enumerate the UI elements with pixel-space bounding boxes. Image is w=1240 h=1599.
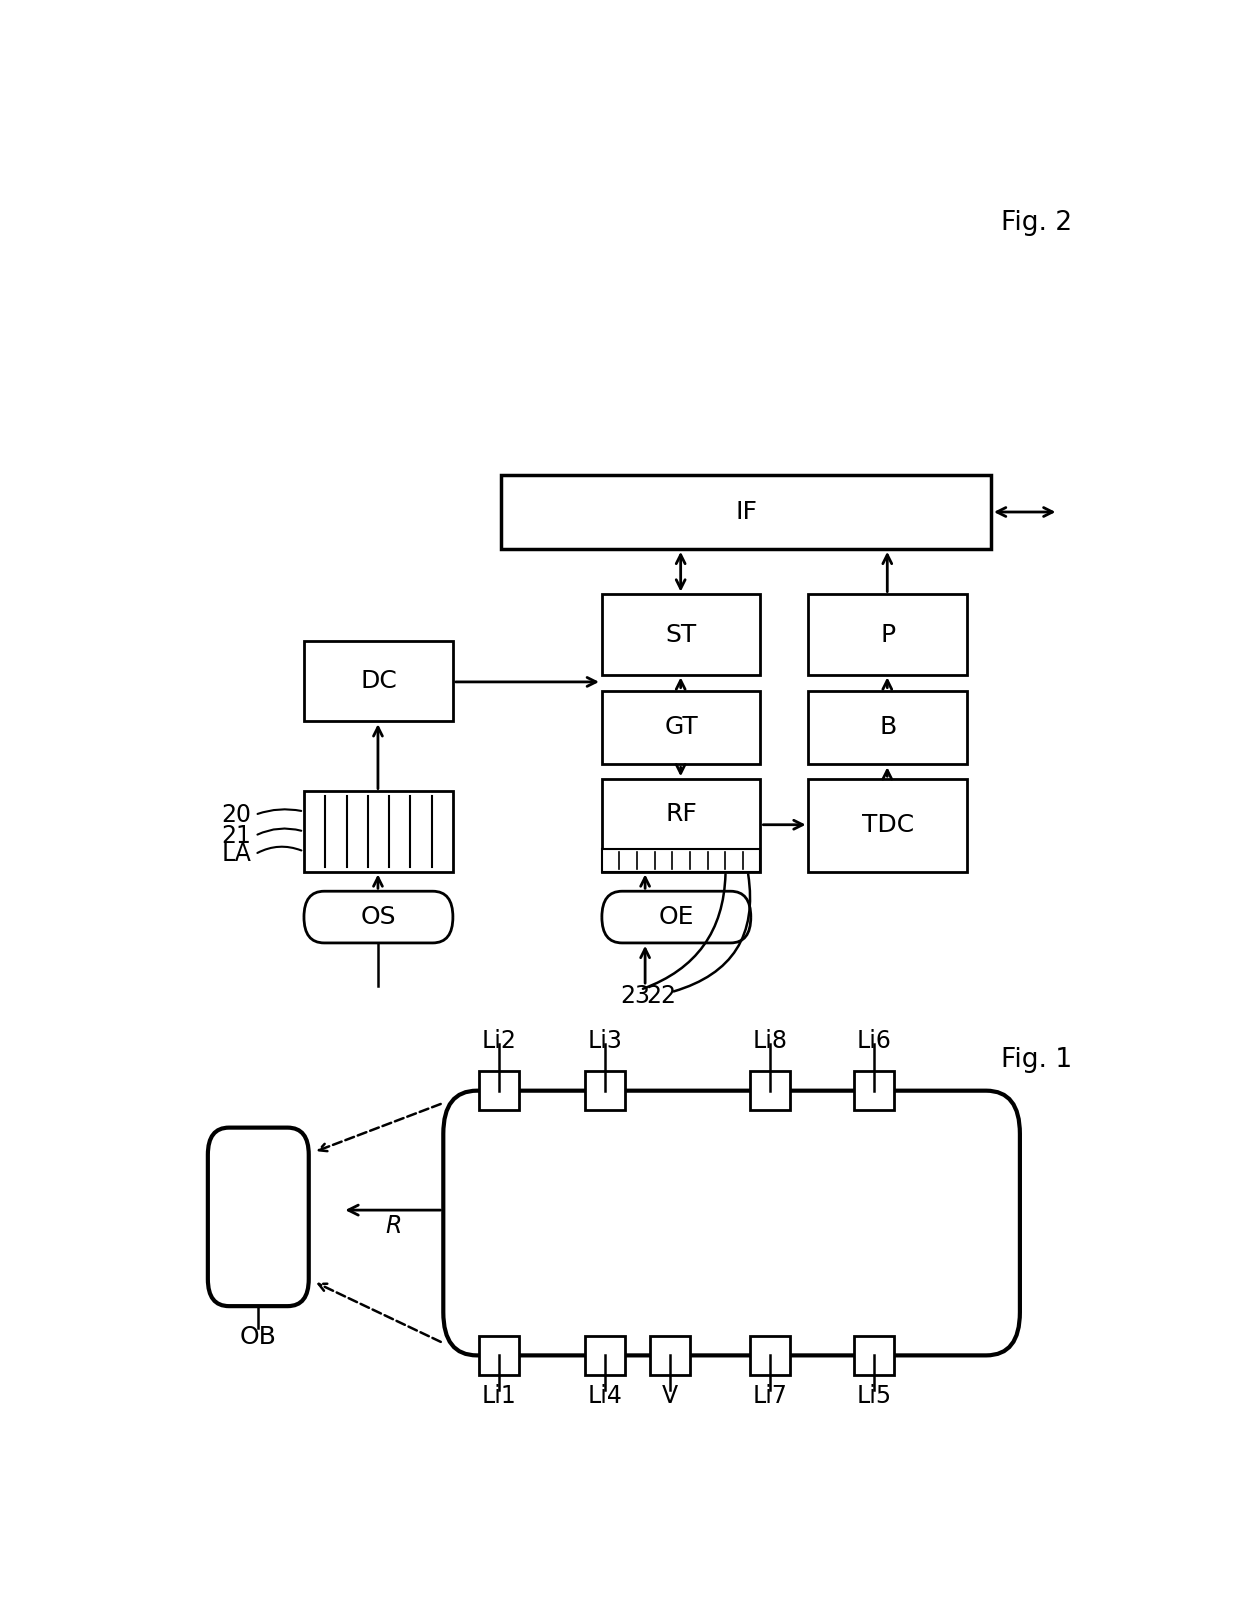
Text: Li2: Li2 <box>481 1030 517 1054</box>
Text: Li8: Li8 <box>753 1030 787 1054</box>
Text: GT: GT <box>665 715 698 739</box>
Bar <box>808 595 967 675</box>
Bar <box>501 475 991 548</box>
Text: TDC: TDC <box>862 814 914 838</box>
Bar <box>304 792 453 871</box>
Bar <box>601 779 760 871</box>
Bar <box>304 641 453 721</box>
Bar <box>479 1071 520 1110</box>
Bar <box>853 1071 894 1110</box>
Text: 20: 20 <box>221 803 250 827</box>
FancyBboxPatch shape <box>304 891 453 943</box>
Text: Li1: Li1 <box>481 1385 516 1409</box>
Bar <box>750 1335 790 1375</box>
Bar <box>808 691 967 764</box>
Bar <box>584 1335 625 1375</box>
Text: LA: LA <box>221 843 250 867</box>
Bar <box>853 1335 894 1375</box>
Bar <box>808 779 967 871</box>
Text: ST: ST <box>666 622 697 646</box>
FancyBboxPatch shape <box>208 1127 309 1306</box>
Text: Li6: Li6 <box>857 1030 892 1054</box>
Text: B: B <box>879 715 897 739</box>
FancyBboxPatch shape <box>601 891 751 943</box>
Text: Li4: Li4 <box>588 1385 622 1409</box>
Text: Fig. 2: Fig. 2 <box>1001 209 1071 235</box>
Bar <box>650 1335 691 1375</box>
Text: Li3: Li3 <box>588 1030 622 1054</box>
Text: P: P <box>880 622 895 646</box>
Text: 23: 23 <box>620 983 651 1007</box>
Text: OE: OE <box>658 905 694 929</box>
Text: R: R <box>386 1214 402 1238</box>
Text: 22: 22 <box>646 983 677 1007</box>
Bar <box>584 1071 625 1110</box>
Text: Li7: Li7 <box>753 1385 787 1409</box>
FancyBboxPatch shape <box>444 1091 1019 1356</box>
Text: 21: 21 <box>221 823 250 847</box>
Text: RF: RF <box>665 803 697 827</box>
Text: DC: DC <box>360 670 397 694</box>
Text: IF: IF <box>735 500 756 524</box>
Bar <box>601 849 760 871</box>
Text: Fig. 1: Fig. 1 <box>1001 1047 1071 1073</box>
Text: Li5: Li5 <box>857 1385 892 1409</box>
Bar <box>479 1335 520 1375</box>
Text: OB: OB <box>239 1326 277 1350</box>
Bar <box>601 691 760 764</box>
Bar <box>601 595 760 675</box>
Text: OS: OS <box>361 905 397 929</box>
Bar <box>750 1071 790 1110</box>
Text: V: V <box>662 1385 678 1409</box>
